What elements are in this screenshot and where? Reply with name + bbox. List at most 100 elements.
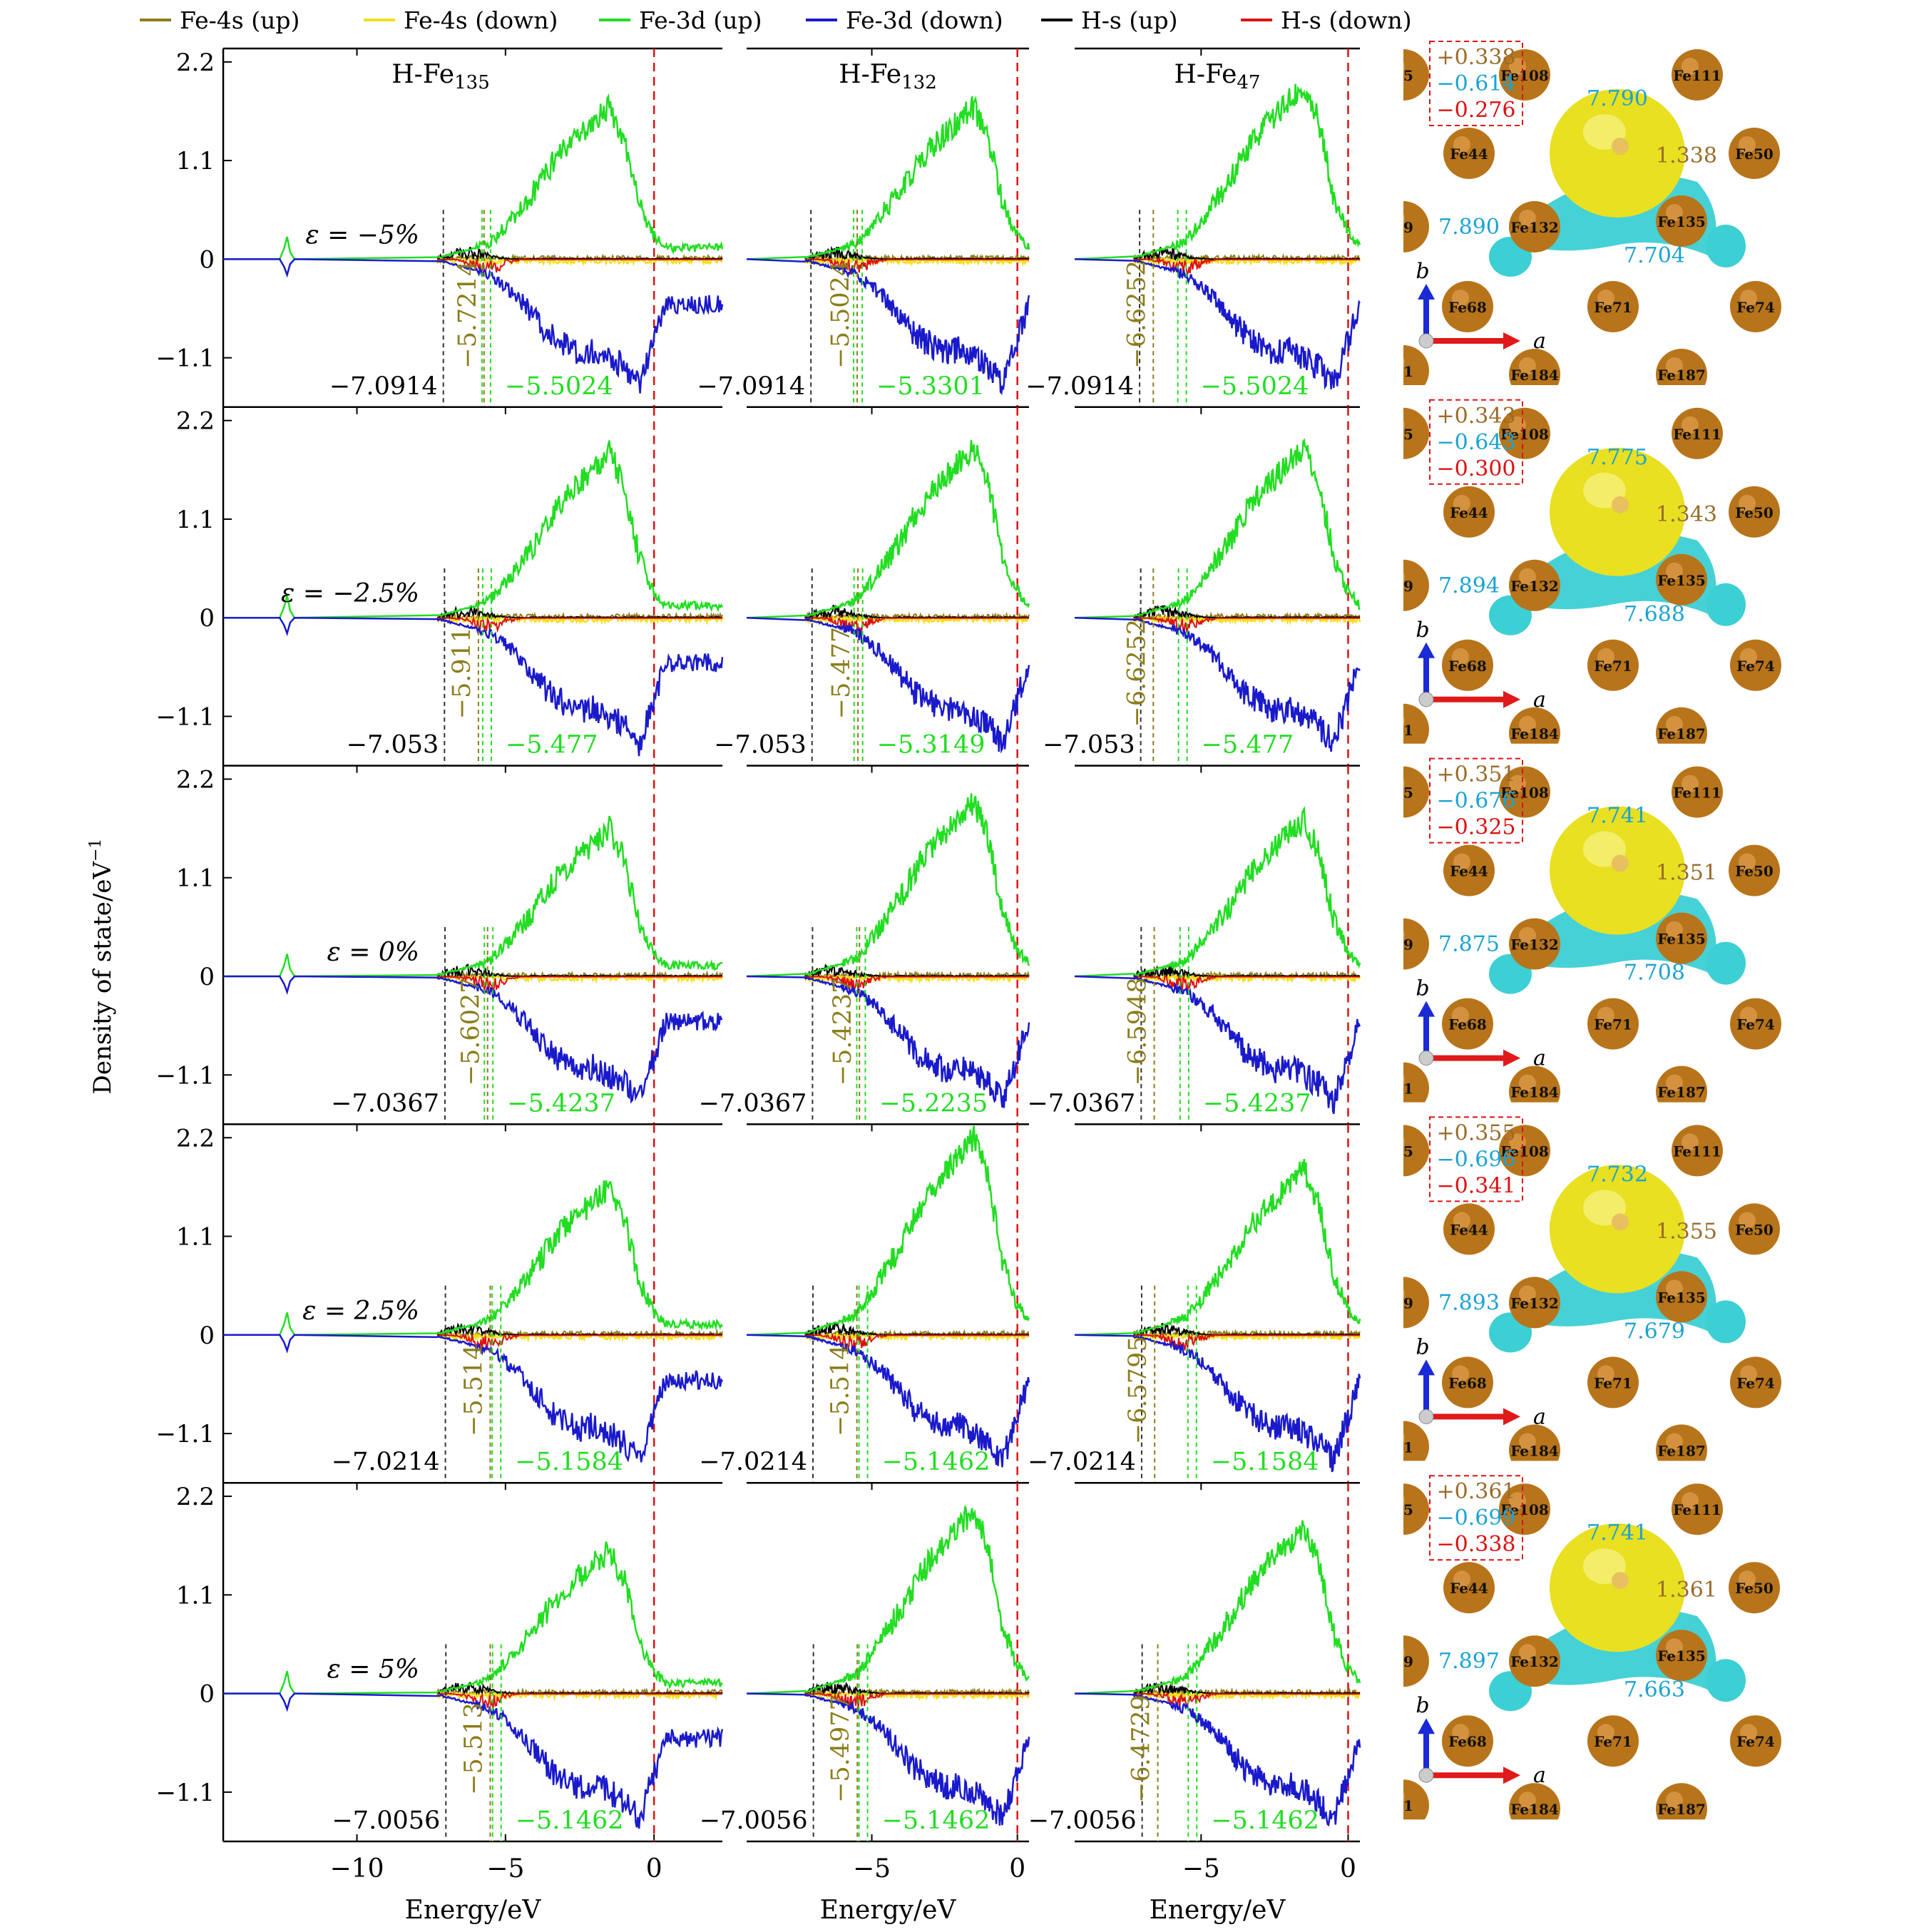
charge-value: −0.676: [1436, 789, 1515, 814]
fe4s-energy-label: −6.4729: [1127, 1695, 1156, 1803]
x-axis-labels: Energy/eV Energy/eV Energy/eV: [405, 1896, 1286, 1925]
fe-atom: [1403, 703, 1429, 744]
fe-atom-highlight: [1666, 562, 1683, 580]
legend-label: Fe-4s (down): [404, 6, 558, 34]
atom-label: Fe111: [1673, 426, 1721, 443]
atom-label: Fe184: [1510, 1442, 1559, 1459]
fe-atom-highlight: [1519, 357, 1536, 374]
legend-label: H-s (down): [1281, 6, 1412, 34]
hydrogen-atom: [1612, 138, 1629, 155]
hs-down-series: [804, 1332, 1029, 1353]
dos-panel: −1.1 0 1.1 2.2 −7.0367 −5.6027 −5.4237 ε = 0%: [155, 765, 724, 1125]
atom-label: Fe135: [1657, 1647, 1706, 1665]
b-axis-arrowhead: [1418, 1359, 1435, 1376]
charge-value: −0.643: [1436, 430, 1515, 455]
atom-label: Fe68: [1448, 658, 1487, 675]
fe-atom-highlight: [1739, 1570, 1756, 1588]
legend: Fe-4s (up) Fe-4s (down) Fe-3d (up) Fe-3d (d…: [140, 6, 1412, 34]
column-title-base: H-Fe: [1174, 60, 1237, 89]
atom-label: Fe74: [1736, 299, 1775, 316]
fe4s-energy-label: −5.4237: [829, 978, 857, 1086]
fe-atom-highlight: [1666, 357, 1683, 374]
y-tick-label: 2.2: [176, 1483, 215, 1511]
a-axis-arrowhead: [1503, 332, 1520, 349]
atom-label: 05: [1393, 1143, 1413, 1160]
atom-label: Fe108: [1500, 426, 1549, 443]
fe-atom-highlight: [1682, 1133, 1699, 1151]
fe-atom-highlight: [1519, 715, 1536, 733]
fe3d-up-series: [1074, 1159, 1361, 1336]
fe4s-energy-label: −5.7214: [454, 260, 482, 369]
x-tick-label: −5: [1182, 1854, 1220, 1884]
fe3d-up-series: [746, 793, 1030, 978]
fe4s-up-series: [1132, 611, 1361, 621]
fe-atom-highlight: [1739, 853, 1756, 871]
fe4s-energy-label: −6.5795: [1124, 1336, 1152, 1444]
charge-value: +0.361: [1436, 1479, 1515, 1504]
y-tick-label: 2.2: [176, 1124, 215, 1152]
distance-value: 7.741: [1587, 804, 1648, 829]
fe3d-up-series: [746, 439, 1030, 619]
fe4s-energy-label: −5.477: [827, 627, 856, 720]
legend-label: Fe-4s (up): [180, 6, 300, 34]
axis-origin: [1418, 1767, 1434, 1783]
fe-atom-highlight: [1597, 648, 1614, 665]
fe3d-down-series: [746, 1692, 1030, 1826]
y-tick-label: 0: [199, 604, 215, 633]
fe4s-energy-label: −5.514: [459, 1344, 488, 1436]
axis-origin: [1418, 692, 1434, 707]
charge-value: +0.351: [1436, 762, 1515, 787]
atom-label: Fe68: [1448, 1733, 1487, 1750]
hs-energy-label: −7.0367: [331, 1089, 439, 1118]
x-axis-label: Energy/eV: [1150, 1896, 1286, 1925]
fe-atom-highlight: [1452, 1365, 1469, 1383]
hs-down-series: [1133, 1692, 1360, 1709]
atom-label: Fe111: [1673, 1143, 1721, 1160]
fe4s-down-series: [436, 1690, 722, 1702]
fe-atom-highlight: [1519, 1285, 1536, 1303]
charge-box: [1429, 1475, 1523, 1561]
fe-atom-highlight: [1666, 1074, 1683, 1092]
hs-energy-label: −7.0367: [699, 1089, 807, 1118]
charge-value: −0.341: [1436, 1173, 1515, 1198]
hs-up-series: [436, 1682, 723, 1695]
fe-atom-highlight: [1666, 1279, 1683, 1297]
y-tick-label: −1.1: [155, 1779, 215, 1807]
atom-label: Fe135: [1657, 931, 1706, 948]
structure-panel: 05 Fe108 Fe111 Fe44 Fe50 29 Fe132 Fe135 Fe68 Fe71…: [1403, 757, 1781, 1103]
atom-label: Fe187: [1657, 1084, 1706, 1101]
x-axis-label: Energy/eV: [820, 1896, 957, 1925]
hs-down-series: [1133, 615, 1360, 635]
distance-value: 7.732: [1587, 1162, 1648, 1187]
dos-panel: −1.1 0 1.1 2.2 −7.053 −5.911 −5.477 ε = −2.5%: [155, 406, 724, 766]
atom-label: Fe50: [1735, 1580, 1774, 1597]
fe3d-up-series: [223, 93, 724, 260]
y-tick-label: 2.2: [176, 765, 215, 794]
fe-atom-highlight: [1666, 1792, 1683, 1809]
structure-content: 05 Fe108 Fe111 Fe44 Fe50 29 Fe132 Fe135 Fe68 Fe71…: [1403, 49, 1781, 385]
hs-energy-label: −7.0056: [1028, 1806, 1137, 1835]
hs-energy-label: −7.0914: [329, 372, 438, 401]
atom-label: Fe187: [1657, 1801, 1706, 1818]
atom-label: Fe132: [1510, 219, 1559, 236]
fe3d-down-series: [746, 616, 1030, 754]
isosurface-cyan: [1706, 1300, 1746, 1344]
fe3d-up-series: [223, 815, 723, 978]
fe3d-down-series: [1074, 1334, 1361, 1473]
fe-atom-highlight: [1740, 1724, 1757, 1742]
fe-atom-highlight: [1666, 1638, 1683, 1656]
atom-label: Fe68: [1448, 1374, 1487, 1391]
fe-atom-highlight: [1519, 210, 1536, 227]
column-title-base: H-Fe: [391, 60, 454, 89]
fe-atom-highlight: [1519, 926, 1536, 944]
column-title-sub: 135: [454, 72, 490, 93]
charge-value: +0.343: [1436, 404, 1515, 429]
y-tick-label: 0: [199, 245, 215, 274]
atom-label: Fe132: [1510, 578, 1559, 595]
x-tick-label: 0: [646, 1854, 662, 1884]
y-tick-label: 1.1: [176, 1581, 215, 1610]
fe3d-down-series: [1074, 616, 1361, 752]
distance-value: 1.355: [1656, 1219, 1717, 1244]
y-tick-label: −1.1: [155, 344, 215, 373]
